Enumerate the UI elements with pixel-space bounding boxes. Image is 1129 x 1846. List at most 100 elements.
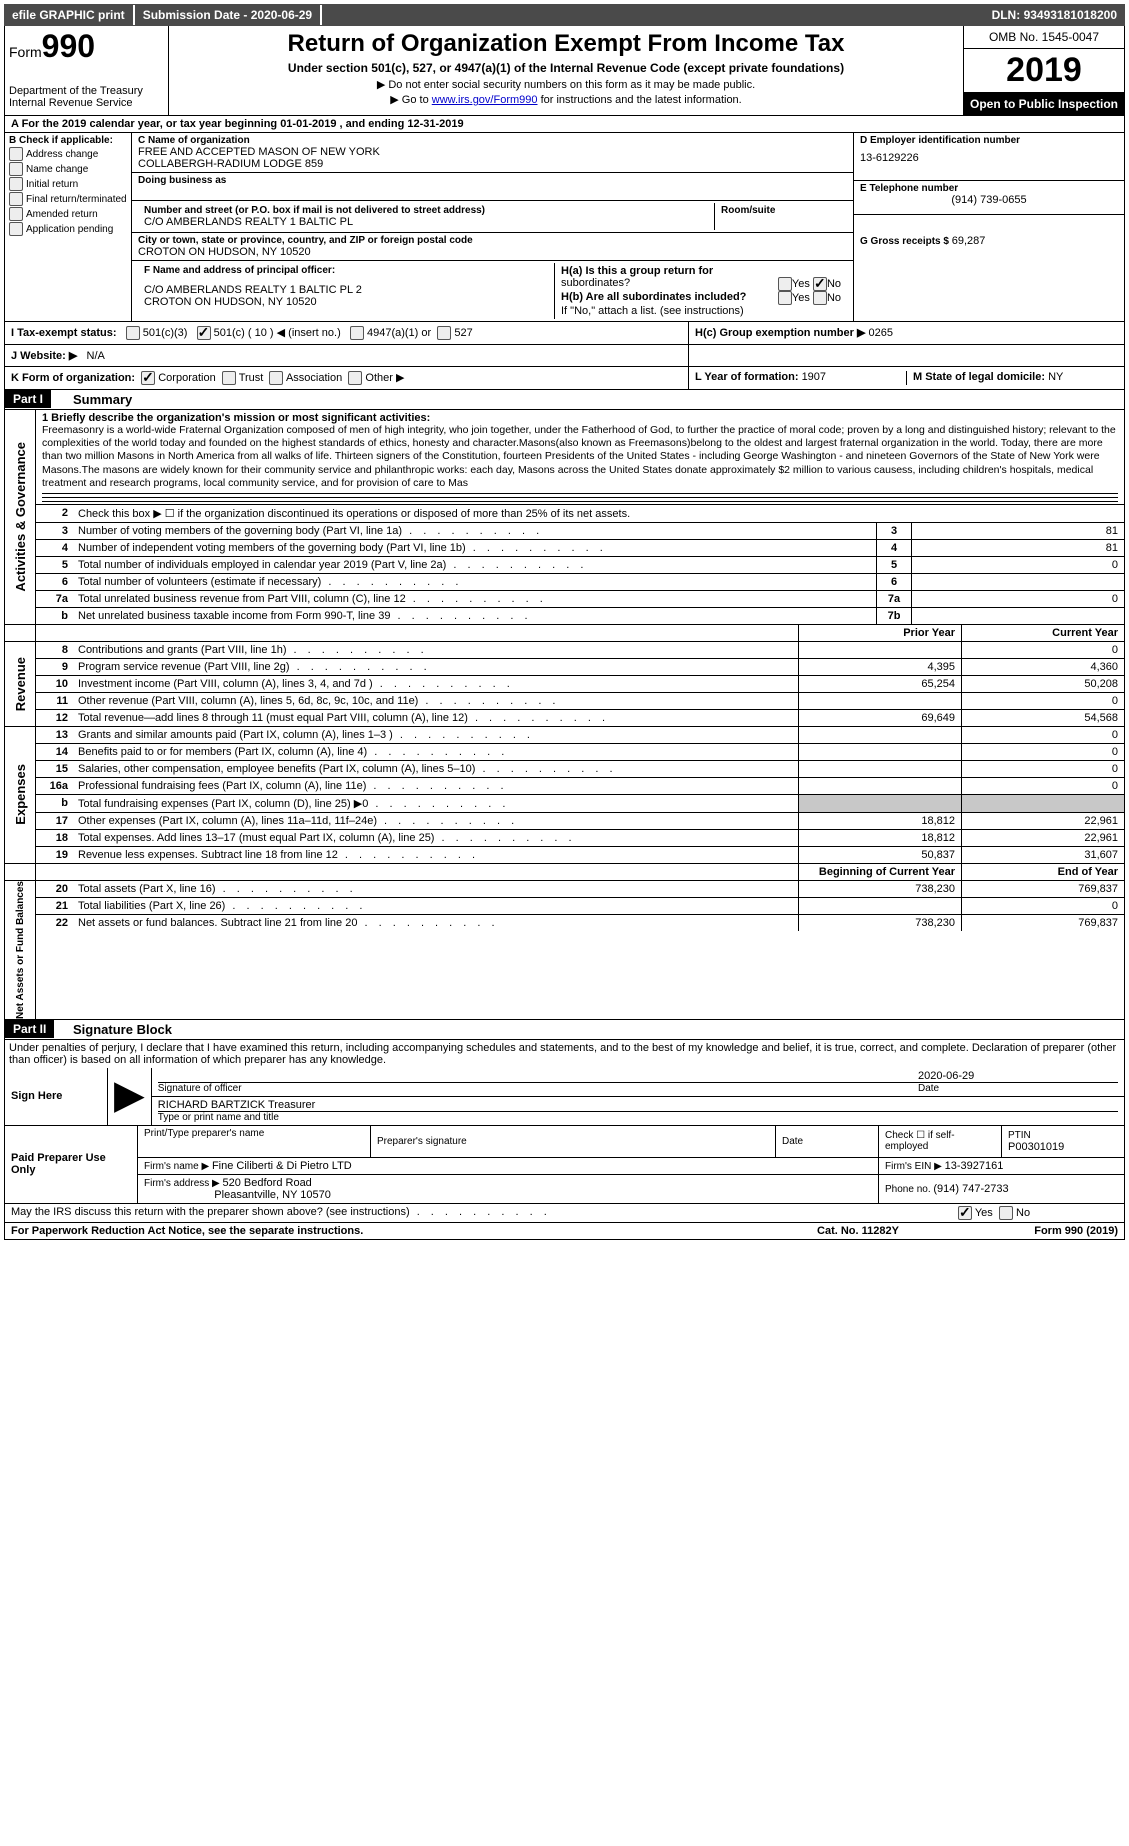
lbl-application-pending: Application pending bbox=[26, 224, 113, 235]
sig-officer-label: Signature of officer bbox=[158, 1083, 918, 1094]
chk-application-pending[interactable] bbox=[9, 222, 23, 236]
submission-date-label: Submission Date - bbox=[143, 8, 251, 22]
ha-sub: subordinates? bbox=[561, 277, 630, 291]
expenses-ln-18: 18 bbox=[36, 830, 74, 846]
revenue-ln-9: 9 bbox=[36, 659, 74, 675]
expenses-cv-15: 0 bbox=[961, 761, 1124, 777]
j-label: J Website: ▶ bbox=[11, 350, 77, 362]
firm-name-label: Firm's name ▶ bbox=[144, 1161, 212, 1172]
expenses-pv-14 bbox=[798, 744, 961, 760]
lbl-amended: Amended return bbox=[26, 209, 98, 220]
chk-initial-return[interactable] bbox=[9, 177, 23, 191]
org-name-1: FREE AND ACCEPTED MASON OF NEW YORK bbox=[138, 146, 847, 158]
expenses-row-16a: 16aProfessional fundraising fees (Part I… bbox=[36, 778, 1124, 795]
chk-name-change[interactable] bbox=[9, 162, 23, 176]
firm-addr1: 520 Bedford Road bbox=[223, 1177, 312, 1189]
chk-501c[interactable] bbox=[197, 326, 211, 340]
expenses-text-19: Revenue less expenses. Subtract line 18 … bbox=[74, 847, 798, 863]
expenses-cv-14: 0 bbox=[961, 744, 1124, 760]
dln-value: 93493181018200 bbox=[1024, 8, 1117, 22]
efile-print-button[interactable]: efile GRAPHIC print bbox=[4, 5, 135, 25]
chk-discuss-no[interactable] bbox=[999, 1206, 1013, 1220]
hc-value: 0265 bbox=[868, 327, 892, 339]
ln3-num: 3 bbox=[36, 523, 74, 539]
topbar: efile GRAPHIC print Submission Date - 20… bbox=[4, 4, 1125, 26]
goto-suffix: for instructions and the latest informat… bbox=[538, 94, 742, 106]
ln4-box: 4 bbox=[876, 540, 911, 556]
chk-hb-no[interactable] bbox=[813, 291, 827, 305]
ln6-text: Total number of volunteers (estimate if … bbox=[74, 574, 876, 590]
chk-discuss-yes[interactable] bbox=[958, 1206, 972, 1220]
chk-ha-no[interactable] bbox=[813, 277, 827, 291]
col-check-label: Check ☐ if self-employed bbox=[885, 1130, 995, 1152]
chk-corp[interactable] bbox=[141, 371, 155, 385]
part2-badge: Part II bbox=[5, 1020, 54, 1038]
discuss-text: May the IRS discuss this return with the… bbox=[5, 1204, 952, 1222]
net-text-22: Net assets or fund balances. Subtract li… bbox=[74, 915, 798, 931]
room-label: Room/suite bbox=[721, 205, 841, 216]
net-cv-20: 769,837 bbox=[961, 881, 1124, 897]
expenses-ln-14: 14 bbox=[36, 744, 74, 760]
ha-label: H(a) Is this a group return for bbox=[561, 265, 713, 277]
form-prefix: Form bbox=[9, 44, 42, 60]
chk-address-change[interactable] bbox=[9, 147, 23, 161]
chk-4947[interactable] bbox=[350, 326, 364, 340]
revenue-row-9: 9Program service revenue (Part VIII, lin… bbox=[36, 659, 1124, 676]
ln4-val: 81 bbox=[911, 540, 1124, 556]
revenue-row-11: 11Other revenue (Part VIII, column (A), … bbox=[36, 693, 1124, 710]
org-name-2: COLLABERGH-RADIUM LODGE 859 bbox=[138, 158, 847, 170]
opt-501c3: 501(c)(3) bbox=[143, 327, 188, 339]
phone-value: (914) 739-0655 bbox=[860, 194, 1118, 206]
net-cv-21: 0 bbox=[961, 898, 1124, 914]
net-row-21: 21Total liabilities (Part X, line 26)0 bbox=[36, 898, 1124, 915]
chk-amended[interactable] bbox=[9, 207, 23, 221]
discuss-row: May the IRS discuss this return with the… bbox=[4, 1204, 1125, 1223]
chk-501c3[interactable] bbox=[126, 326, 140, 340]
footer-right: Form 990 (2019) bbox=[958, 1225, 1118, 1237]
vert-rev-label: Revenue bbox=[13, 657, 28, 711]
addr-value: C/O AMBERLANDS REALTY 1 BALTIC PL bbox=[144, 216, 708, 228]
form-subtitle: Under section 501(c), 527, or 4947(a)(1)… bbox=[173, 61, 959, 75]
section-b-to-h: B Check if applicable: Address change Na… bbox=[4, 133, 1125, 322]
ha-yes: Yes bbox=[792, 278, 810, 290]
expenses-ln-17: 17 bbox=[36, 813, 74, 829]
revenue-text-10: Investment income (Part VIII, column (A)… bbox=[74, 676, 798, 692]
net-pv-21 bbox=[798, 898, 961, 914]
chk-hb-yes[interactable] bbox=[778, 291, 792, 305]
expenses-text-16a: Professional fundraising fees (Part IX, … bbox=[74, 778, 798, 794]
prior-year-hdr: Prior Year bbox=[798, 625, 961, 641]
activities-governance-group: Activities & Governance 1 Briefly descri… bbox=[4, 410, 1125, 625]
expenses-row-13: 13Grants and similar amounts paid (Part … bbox=[36, 727, 1124, 744]
revenue-cv-12: 54,568 bbox=[961, 710, 1124, 726]
hb-note: If "No," attach a list. (see instruction… bbox=[561, 305, 841, 317]
form990-link[interactable]: www.irs.gov/Form990 bbox=[432, 94, 538, 106]
chk-other[interactable] bbox=[348, 371, 362, 385]
omb-number: OMB No. 1545-0047 bbox=[964, 26, 1124, 49]
net-ln-21: 21 bbox=[36, 898, 74, 914]
ln5-val: 0 bbox=[911, 557, 1124, 573]
q2-text: Check this box ▶ ☐ if the organization d… bbox=[74, 505, 1124, 522]
sig-date-label: Date bbox=[918, 1083, 1118, 1094]
name-title-label: Type or print name and title bbox=[158, 1111, 1118, 1123]
expenses-text-18: Total expenses. Add lines 13–17 (must eq… bbox=[74, 830, 798, 846]
expenses-row-19: 19Revenue less expenses. Subtract line 1… bbox=[36, 847, 1124, 863]
expenses-cv-16a: 0 bbox=[961, 778, 1124, 794]
col-print-label: Print/Type preparer's name bbox=[144, 1128, 364, 1139]
ln5-num: 5 bbox=[36, 557, 74, 573]
net-cv-22: 769,837 bbox=[961, 915, 1124, 931]
state-domicile: NY bbox=[1048, 371, 1063, 383]
ln7a-box: 7a bbox=[876, 591, 911, 607]
chk-assoc[interactable] bbox=[269, 371, 283, 385]
net-ln-22: 22 bbox=[36, 915, 74, 931]
form-title-box: Return of Organization Exempt From Incom… bbox=[169, 26, 964, 115]
hc-label: H(c) Group exemption number ▶ bbox=[695, 327, 868, 339]
chk-ha-yes[interactable] bbox=[778, 277, 792, 291]
expenses-text-b: Total fundraising expenses (Part IX, col… bbox=[74, 795, 798, 812]
chk-trust[interactable] bbox=[222, 371, 236, 385]
chk-527[interactable] bbox=[437, 326, 451, 340]
submission-date: Submission Date - 2020-06-29 bbox=[135, 5, 322, 25]
revenue-text-9: Program service revenue (Part VIII, line… bbox=[74, 659, 798, 675]
chk-final-return[interactable] bbox=[9, 192, 23, 206]
hb-yes: Yes bbox=[792, 292, 810, 304]
revenue-pv-10: 65,254 bbox=[798, 676, 961, 692]
